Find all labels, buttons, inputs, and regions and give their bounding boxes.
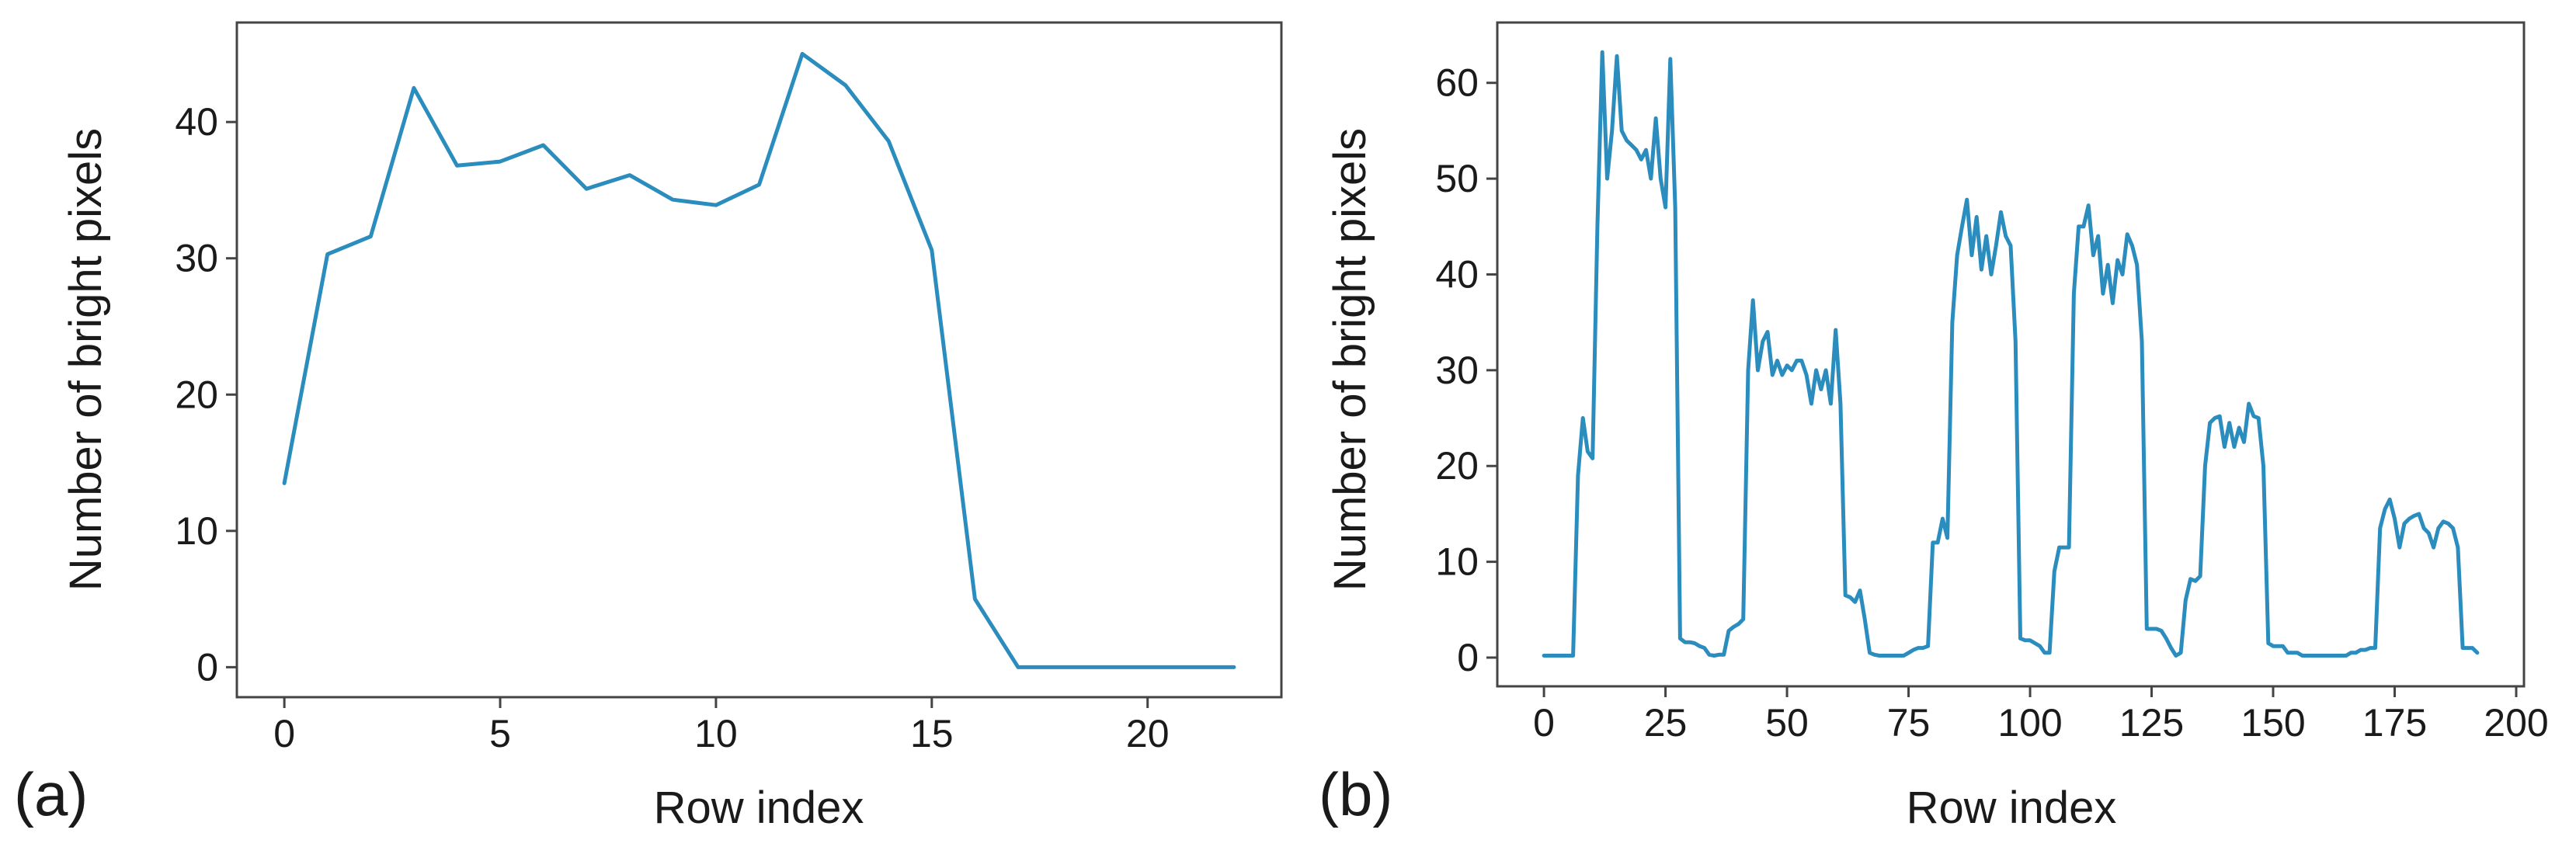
panel-b-y-tick-label: 40 [1435, 252, 1479, 296]
panel-b-chart: 0 25 50 75 100 125 150 175 200 0 10 20 30 40 50 60 Row… [1319, 21, 2549, 833]
panel-b-x-axis-label: Row index [1907, 783, 2117, 833]
panel-b-x-tick-label: 100 [1997, 701, 2062, 745]
panel-a-chart: 0 5 10 15 20 0 10 20 30 40 Row index Number of b… [14, 21, 1283, 833]
panel-a-y-tick-label: 10 [175, 509, 218, 553]
panel-b-y-axis-label: Number of bright pixels [1325, 128, 1375, 591]
panel-a-label: (a) [14, 760, 88, 828]
panel-b-x-tick-label: 25 [1644, 701, 1688, 745]
panel-b-y-tick-label: 20 [1435, 444, 1479, 488]
panel-a-x-axis-label: Row index [654, 783, 864, 833]
panel-b-y-tick-label: 10 [1435, 540, 1479, 584]
panel-a-x-tick-label: 20 [1126, 712, 1170, 755]
panel-a-y-tick-label: 0 [196, 645, 218, 689]
panel-b-x-tick-label: 50 [1765, 701, 1809, 745]
panel-a-series-line [282, 51, 1236, 669]
panel-b-x-ticks: 0 25 50 75 100 125 150 175 200 [1533, 686, 2549, 745]
panel-a-x-tick-label: 0 [273, 712, 295, 755]
panel-b-y-tick-label: 60 [1435, 61, 1479, 105]
panel-a-y-ticks: 0 10 20 30 40 [175, 100, 237, 689]
panel-b-x-tick-label: 175 [2362, 701, 2427, 745]
panel-a-x-ticks: 0 5 10 15 20 [273, 697, 1170, 755]
panel-b-label: (b) [1319, 760, 1392, 828]
panel-a-y-tick-label: 20 [175, 373, 218, 416]
panel-a-x-tick-label: 15 [910, 712, 954, 755]
panel-b-x-tick-label: 125 [2119, 701, 2184, 745]
panel-a-y-tick-label: 30 [175, 237, 218, 280]
panel-a-x-tick-label: 10 [694, 712, 738, 755]
panel-b-y-ticks: 0 10 20 30 40 50 60 [1435, 61, 1497, 679]
panel-b-y-tick-label: 0 [1457, 636, 1479, 679]
panel-b-y-tick-label: 30 [1435, 349, 1479, 392]
panel-b-axes-frame [1496, 21, 2526, 688]
panel-b-x-tick-label: 150 [2241, 701, 2305, 745]
panel-b-x-tick-label: 200 [2484, 701, 2548, 745]
panel-b-x-tick-label: 75 [1887, 701, 1931, 745]
panel-a-axes-frame [235, 21, 1283, 699]
panel-a-x-tick-label: 5 [489, 712, 511, 755]
panel-a-y-axis-label: Number of bright pixels [61, 128, 111, 591]
panel-b-y-tick-label: 50 [1435, 157, 1479, 200]
panel-b-x-tick-label: 0 [1533, 701, 1555, 745]
panel-b-series-line [1542, 50, 2480, 658]
panel-a-y-tick-label: 40 [175, 100, 218, 144]
